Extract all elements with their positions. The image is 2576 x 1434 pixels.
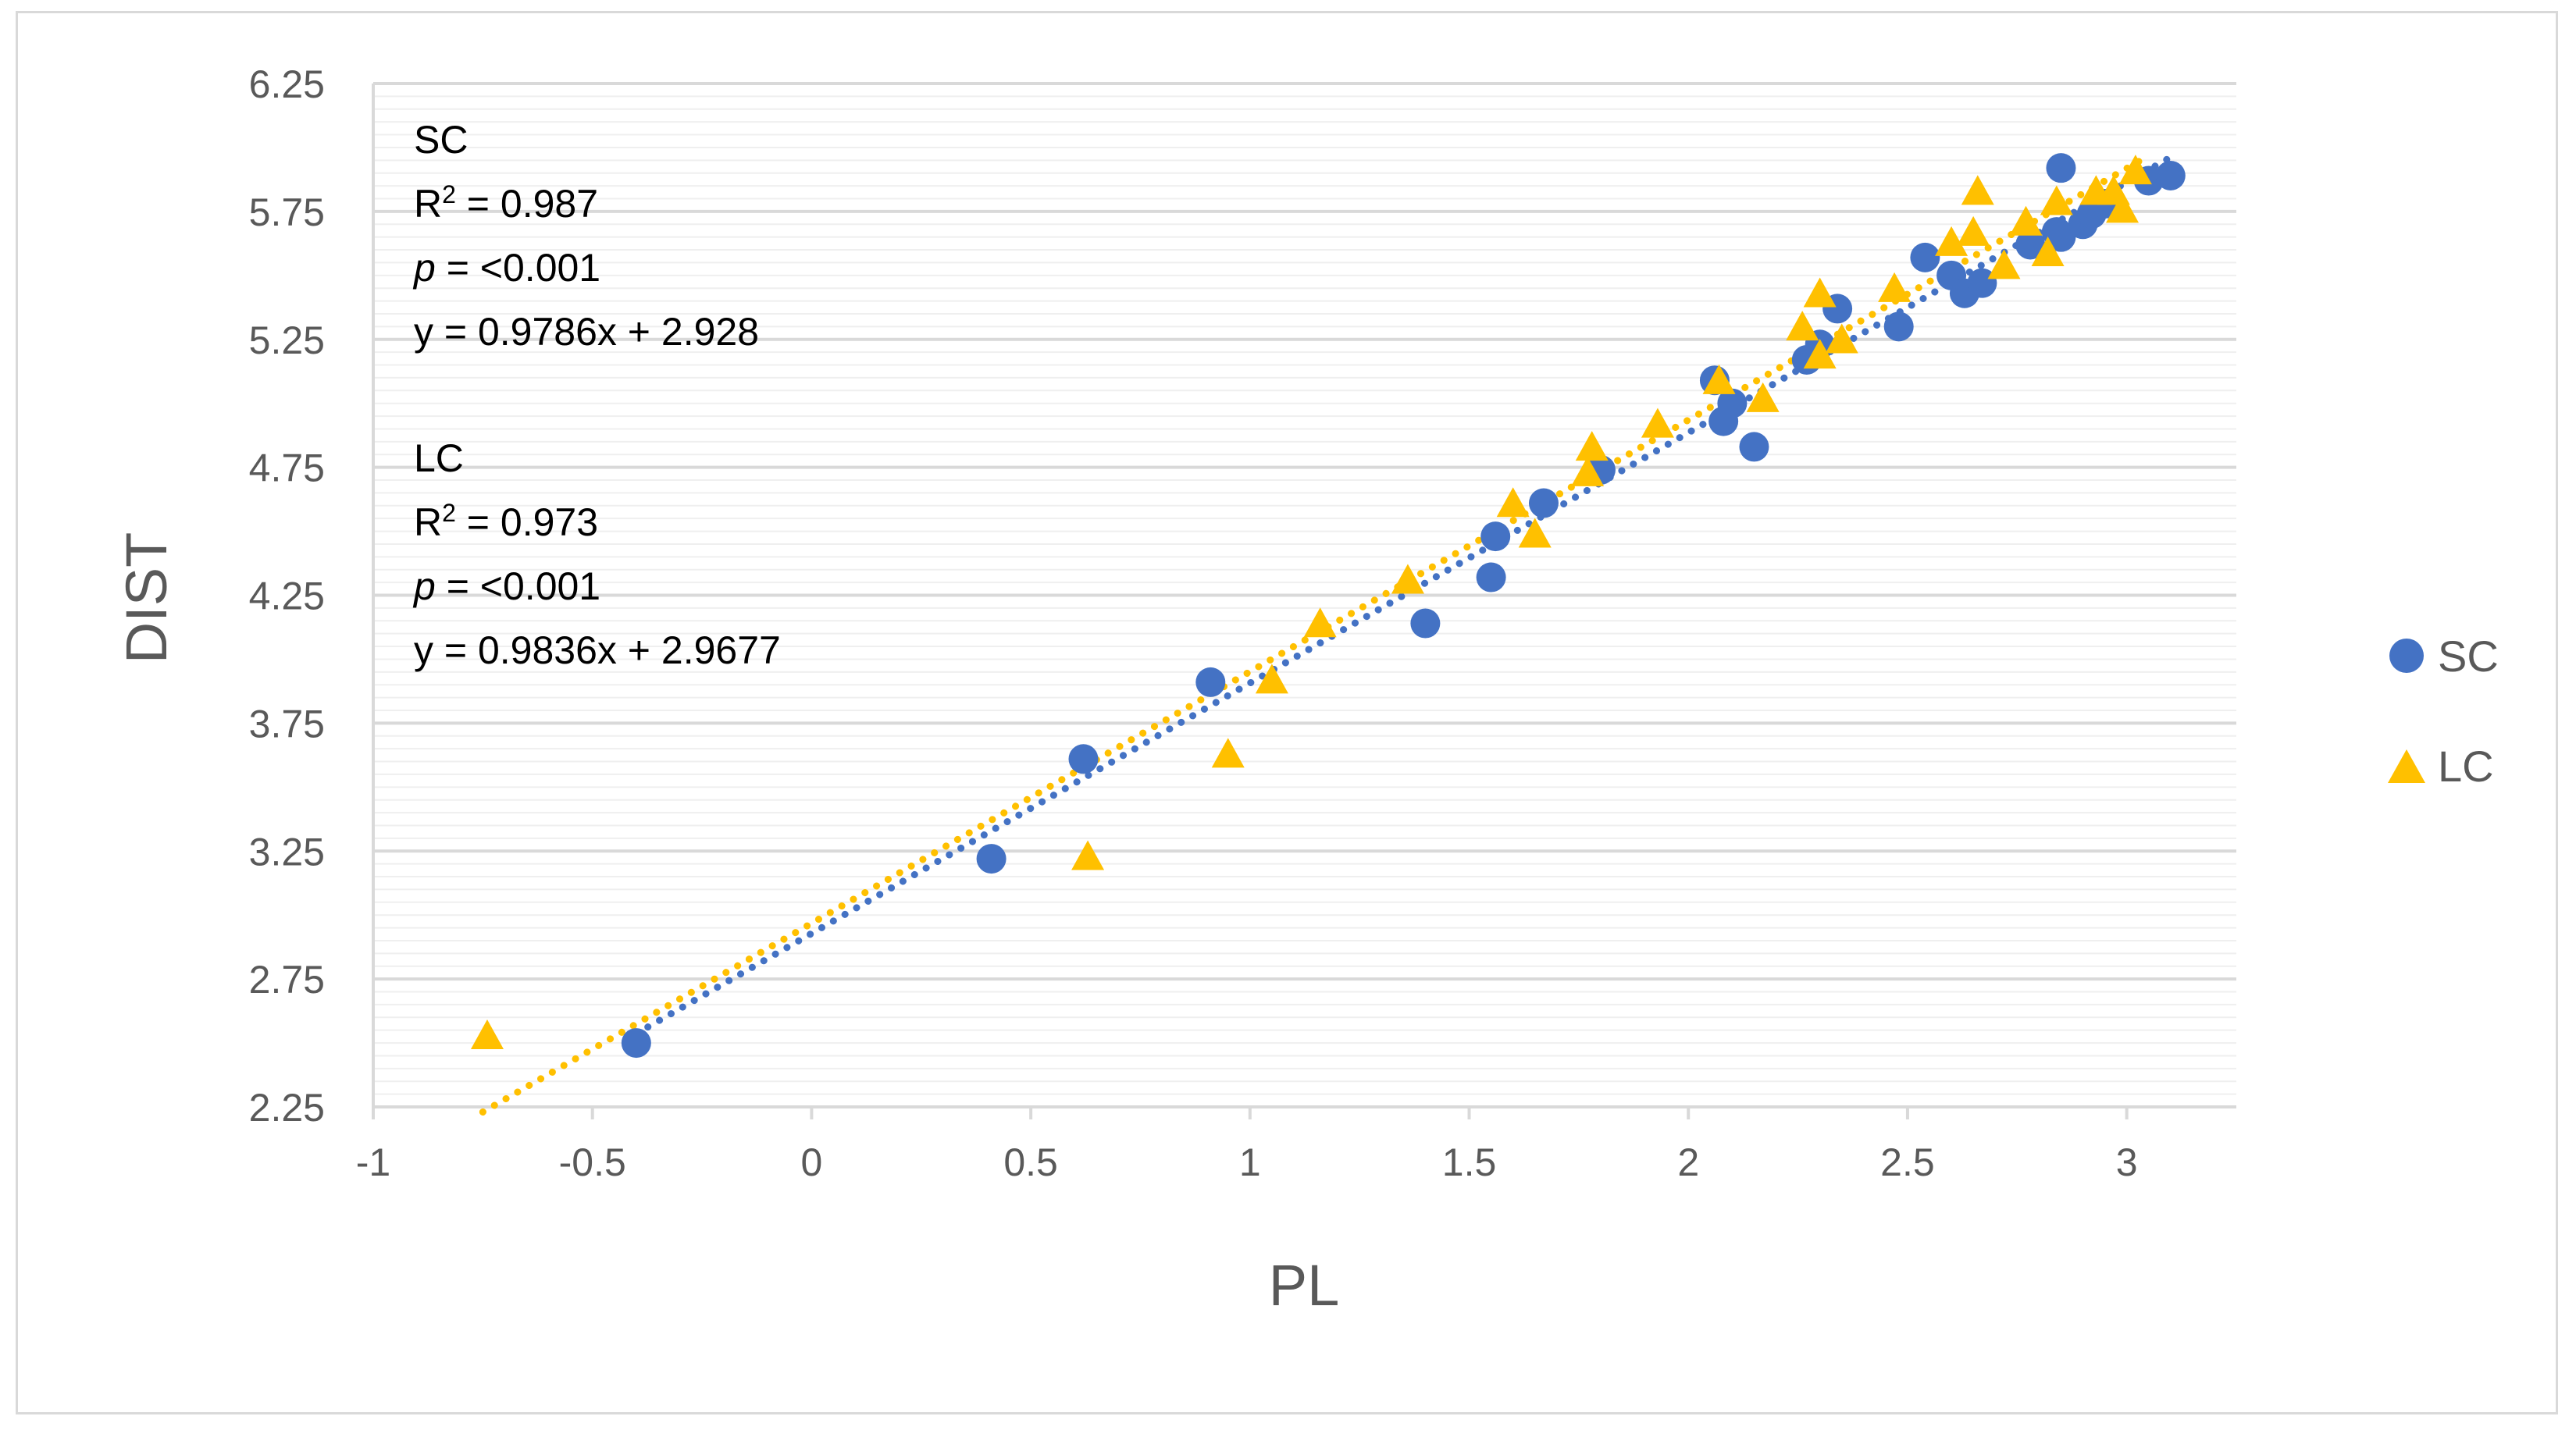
point-lc bbox=[1518, 518, 1552, 548]
y-tick-label: 5.75 bbox=[249, 190, 325, 234]
point-lc bbox=[2040, 185, 2073, 215]
point-sc bbox=[976, 844, 1007, 874]
lc-annotation-label: LC bbox=[414, 436, 464, 480]
point-sc bbox=[1068, 744, 1099, 774]
point-sc bbox=[1717, 388, 1748, 418]
point-lc bbox=[1575, 431, 1609, 461]
sc-annotation-equation: y = 0.9786x + 2.928 bbox=[414, 310, 759, 354]
point-lc bbox=[1255, 664, 1288, 694]
y-tick-label: 2.25 bbox=[249, 1086, 325, 1130]
point-lc bbox=[1786, 311, 1819, 341]
grid-layer bbox=[373, 82, 2236, 1095]
point-lc bbox=[1303, 607, 1337, 638]
x-tick-label: 0 bbox=[801, 1140, 823, 1184]
point-sc bbox=[1528, 488, 1559, 518]
point-lc bbox=[1935, 226, 1969, 256]
legend-sc-marker-icon bbox=[2389, 639, 2424, 673]
legend: SC LC bbox=[2388, 632, 2499, 791]
point-lc bbox=[2106, 193, 2140, 223]
x-tick-label: 1.5 bbox=[1442, 1140, 1497, 1184]
lc-annotation-p: p = <0.001 bbox=[412, 564, 600, 608]
trendline-sc bbox=[632, 154, 2175, 1037]
x-tick-label: 2.5 bbox=[1880, 1140, 1935, 1184]
point-lc bbox=[2009, 205, 2043, 236]
point-sc bbox=[2046, 153, 2076, 183]
point-lc bbox=[1211, 738, 1245, 768]
point-lc bbox=[1571, 456, 1605, 486]
x-tick-label: 0.5 bbox=[1003, 1140, 1058, 1184]
point-sc bbox=[621, 1028, 651, 1059]
x-tick-label: 3 bbox=[2116, 1140, 2138, 1184]
point-lc bbox=[1702, 364, 1736, 394]
point-sc bbox=[2046, 222, 2076, 252]
x-tick-label: 1 bbox=[1239, 1140, 1261, 1184]
point-lc bbox=[1496, 487, 1530, 518]
y-tick-label: 6.25 bbox=[249, 62, 325, 106]
point-sc bbox=[2155, 160, 2186, 190]
y-axis-title: DIST bbox=[114, 532, 179, 664]
y-tick-label: 5.25 bbox=[249, 318, 325, 362]
point-lc bbox=[2031, 237, 2065, 267]
point-lc bbox=[1825, 323, 1858, 354]
point-sc bbox=[1410, 608, 1441, 639]
y-tick-label: 4.75 bbox=[249, 447, 325, 490]
chart-frame bbox=[16, 11, 2558, 1414]
point-lc bbox=[1071, 840, 1105, 870]
point-lc bbox=[1391, 564, 1424, 594]
point-lc bbox=[470, 1019, 504, 1049]
sc-annotation-r2: R2 = 0.987 bbox=[414, 180, 598, 226]
point-lc bbox=[1803, 277, 1837, 308]
point-sc bbox=[1910, 242, 1940, 272]
lc-annotation-r2: R2 = 0.973 bbox=[414, 499, 598, 544]
x-axis-title: PL bbox=[1269, 1253, 1340, 1318]
point-sc bbox=[2015, 230, 2046, 260]
point-sc bbox=[1739, 432, 1769, 462]
legend-lc-label: LC bbox=[2438, 742, 2494, 791]
point-lc bbox=[1957, 215, 1990, 246]
y-tick-label: 4.25 bbox=[249, 575, 325, 618]
point-sc bbox=[1480, 521, 1511, 552]
legend-sc-label: SC bbox=[2438, 632, 2499, 681]
y-tick-label: 2.75 bbox=[249, 958, 325, 1002]
point-lc bbox=[2118, 155, 2152, 185]
point-lc bbox=[1746, 382, 1780, 412]
point-lc bbox=[1987, 249, 2021, 279]
point-sc bbox=[1195, 667, 1226, 697]
lc-annotation-equation: y = 0.9836x + 2.9677 bbox=[414, 628, 781, 672]
legend-lc-marker-icon bbox=[2388, 749, 2425, 783]
x-tick-label: -1 bbox=[356, 1140, 390, 1184]
sc-annotation-p: p = <0.001 bbox=[412, 246, 600, 290]
point-lc bbox=[1803, 339, 1837, 369]
point-layer bbox=[470, 153, 2186, 1059]
sc-annotation-label: SC bbox=[414, 118, 468, 162]
x-tick-label: 2 bbox=[1677, 1140, 1699, 1184]
point-lc bbox=[1878, 272, 1912, 302]
point-sc bbox=[1476, 562, 1506, 592]
point-sc bbox=[1883, 311, 1914, 342]
y-tick-label: 3.75 bbox=[249, 702, 325, 745]
point-lc bbox=[1641, 407, 1674, 438]
point-lc bbox=[1961, 175, 1994, 205]
y-tick-label: 3.25 bbox=[249, 830, 325, 874]
axis-layer: 2.25 2.75 3.25 3.75 4.25 4.75 5.25 5.75 6.25 -1 -0… bbox=[249, 62, 2236, 1184]
x-tick-label: -0.5 bbox=[559, 1140, 626, 1184]
